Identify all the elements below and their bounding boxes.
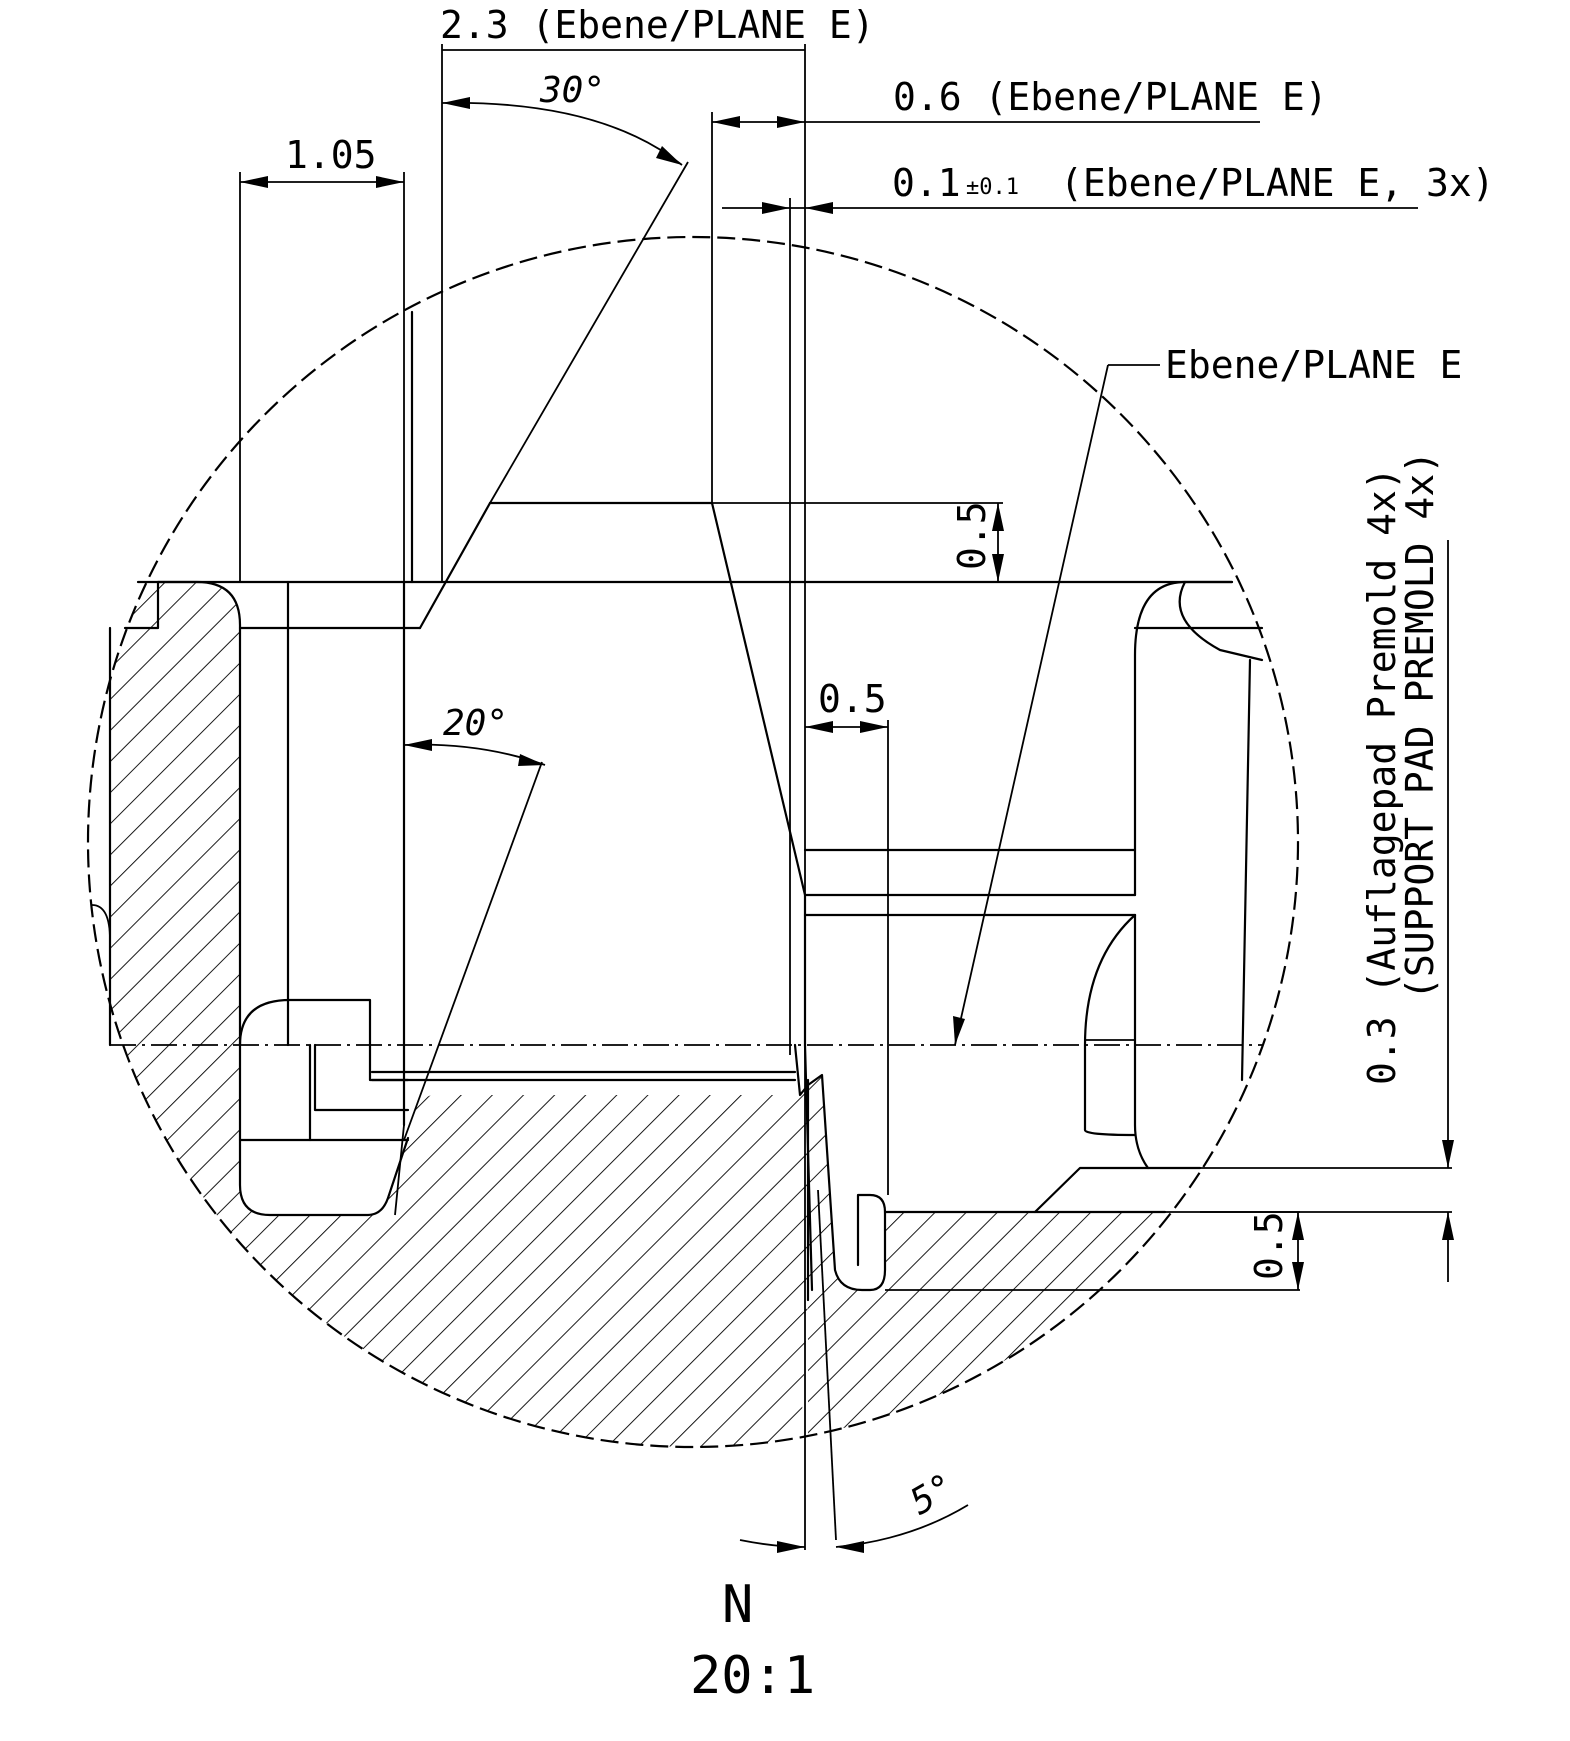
dim-0-1: 0.1 ±0.1 (Ebene/PLANE E, 3x) (722, 161, 1495, 214)
dim-0-5-lower-label: 0.5 (1247, 1211, 1291, 1280)
angle-5: 5° (739, 1466, 969, 1553)
angle-30-label: 30° (539, 70, 605, 111)
view-letter: N (722, 1575, 753, 1635)
dim-0-6: 0.6 (Ebene/PLANE E) (712, 75, 1328, 128)
dim-0-5-upper: 0.5 (950, 501, 1004, 582)
angle-30: 30° (441, 70, 689, 504)
view-scale: 20:1 (690, 1646, 815, 1706)
extension-lines (239, 44, 1452, 1550)
dim-1-05: 1.05 (240, 133, 404, 188)
dim-2-3: 2.3 (Ebene/PLANE E) (440, 3, 875, 51)
view-label: N 20:1 (690, 1575, 815, 1706)
dim-0-1-note: (Ebene/PLANE E, 3x) (1060, 161, 1495, 205)
dim-0-1-tolerance: ±0.1 (966, 175, 1019, 200)
part-outline (91, 310, 1264, 1302)
dim-2-3-label: 2.3 (Ebene/PLANE E) (440, 3, 875, 47)
dim-1-05-label: 1.05 (285, 133, 377, 177)
hatch-left-wall (110, 582, 240, 1045)
angle-5-label: 5° (904, 1466, 962, 1523)
dim-0-5-upper-label: 0.5 (950, 501, 994, 570)
hatch-left-lower (110, 1045, 808, 1447)
dim-0-6-label: 0.6 (Ebene/PLANE E) (893, 75, 1328, 119)
dim-0-5-mid-label: 0.5 (818, 677, 887, 721)
leader-plane-e-label: Ebene/PLANE E (1165, 343, 1462, 387)
angle-20: 20° (403, 703, 546, 1141)
dim-0-5-lower: 0.5 (1247, 1211, 1304, 1290)
dim-0-3-line2: (SUPPORT PAD PREMOLD 4x) (1398, 451, 1442, 1000)
angle-20-label: 20° (443, 703, 508, 744)
hatched-sections (110, 582, 1220, 1447)
dim-0-5-mid: 0.5 (805, 677, 888, 733)
dim-0-3-line1: 0.3 (Auflagepad Premold 4x) (1360, 467, 1404, 1085)
dim-0-1-value: 0.1 (892, 161, 961, 205)
hatch-right-lower (808, 1075, 1220, 1447)
detail-circle (86, 235, 1300, 1449)
dim-0-3: 0.3 (Auflagepad Premold 4x) (SUPPORT PAD… (1360, 451, 1454, 1282)
leader-plane-e: Ebene/PLANE E (953, 343, 1462, 1046)
